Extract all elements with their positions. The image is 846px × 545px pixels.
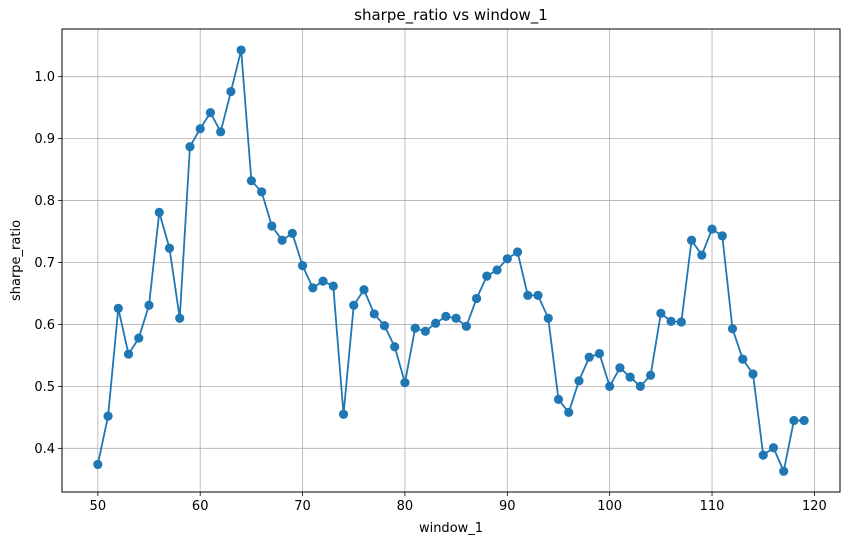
data-point xyxy=(205,108,216,118)
data-point xyxy=(799,415,809,426)
data-point xyxy=(768,443,779,453)
series xyxy=(93,45,809,476)
data-point xyxy=(246,176,256,186)
data-point xyxy=(615,363,625,373)
data-point xyxy=(236,45,246,55)
data-point xyxy=(338,409,349,419)
data-point xyxy=(113,303,123,313)
x-tick-label: 110 xyxy=(700,499,725,514)
data-point xyxy=(461,321,471,331)
x-axis-label: window_1 xyxy=(419,521,483,536)
x-tick-label: 50 xyxy=(90,499,107,514)
data-point xyxy=(697,250,707,260)
data-point xyxy=(379,321,390,331)
series-line xyxy=(96,49,805,473)
data-point xyxy=(359,285,369,295)
data-point xyxy=(390,342,400,352)
data-point xyxy=(369,309,379,319)
data-point xyxy=(605,381,615,391)
y-axis-label: sharpe_ratio xyxy=(9,220,24,301)
data-point xyxy=(533,290,543,300)
data-point xyxy=(656,308,666,318)
x-tick-label: 60 xyxy=(192,499,209,514)
data-point xyxy=(625,372,635,382)
data-point xyxy=(185,142,195,152)
data-point xyxy=(226,86,236,97)
data-point xyxy=(512,247,523,257)
data-point xyxy=(553,394,564,404)
data-point xyxy=(502,254,512,264)
data-point xyxy=(267,221,277,231)
chart-title: sharpe_ratio vs window_1 xyxy=(354,6,548,25)
data-point xyxy=(195,124,205,134)
y-tick-label: 0.5 xyxy=(34,380,55,395)
data-point xyxy=(523,290,533,300)
data-point xyxy=(328,281,338,291)
data-point xyxy=(410,323,420,333)
data-point xyxy=(123,349,134,359)
data-point xyxy=(431,318,441,328)
data-point xyxy=(420,326,431,336)
y-tick-label: 0.8 xyxy=(34,194,55,209)
data-point xyxy=(349,300,359,310)
data-point xyxy=(707,224,717,234)
data-point xyxy=(297,261,308,271)
data-point xyxy=(441,311,451,322)
data-point xyxy=(471,293,482,304)
data-point xyxy=(564,407,574,418)
x-tick-label: 80 xyxy=(397,499,414,514)
x-tick-label: 120 xyxy=(802,499,827,514)
data-point xyxy=(666,316,676,326)
data-point xyxy=(686,235,697,245)
data-point xyxy=(308,283,318,293)
data-point xyxy=(451,313,461,323)
data-point xyxy=(154,207,164,217)
x-tick-label: 70 xyxy=(294,499,311,514)
data-point xyxy=(216,127,226,137)
data-point xyxy=(277,235,287,245)
data-point xyxy=(144,300,154,310)
data-point xyxy=(738,354,748,364)
data-point xyxy=(164,243,175,253)
data-point xyxy=(717,231,727,241)
data-point xyxy=(318,276,328,286)
data-point xyxy=(727,324,738,334)
data-point xyxy=(134,333,144,343)
data-point xyxy=(482,271,492,281)
data-point xyxy=(646,370,656,380)
data-point xyxy=(584,352,594,362)
data-point xyxy=(789,415,799,426)
data-point xyxy=(748,369,758,379)
data-point xyxy=(594,348,605,359)
y-tick-label: 0.9 xyxy=(34,132,55,147)
data-point xyxy=(257,187,267,197)
data-point xyxy=(676,317,686,327)
x-tick-label: 100 xyxy=(597,499,622,514)
data-point xyxy=(492,265,502,275)
data-point xyxy=(635,381,645,391)
axis-ticks: 50 60 70 80 90 100 110 120 0.4 0.5 0.6 0.7 0.8 0.9 1.0 xyxy=(34,70,827,514)
y-tick-label: 0.4 xyxy=(34,442,55,457)
data-point xyxy=(574,376,584,386)
data-point xyxy=(93,459,103,470)
data-point xyxy=(400,378,410,388)
data-point xyxy=(103,411,113,421)
y-tick-label: 1.0 xyxy=(34,70,55,85)
data-point xyxy=(287,228,297,239)
data-point xyxy=(758,450,768,460)
x-tick-label: 90 xyxy=(499,499,516,514)
y-tick-label: 0.6 xyxy=(34,318,55,333)
data-point xyxy=(779,466,789,476)
plot-frame xyxy=(61,28,841,493)
grid xyxy=(62,29,840,492)
data-point xyxy=(175,313,185,323)
data-point xyxy=(543,313,553,323)
y-tick-label: 0.7 xyxy=(34,256,55,271)
